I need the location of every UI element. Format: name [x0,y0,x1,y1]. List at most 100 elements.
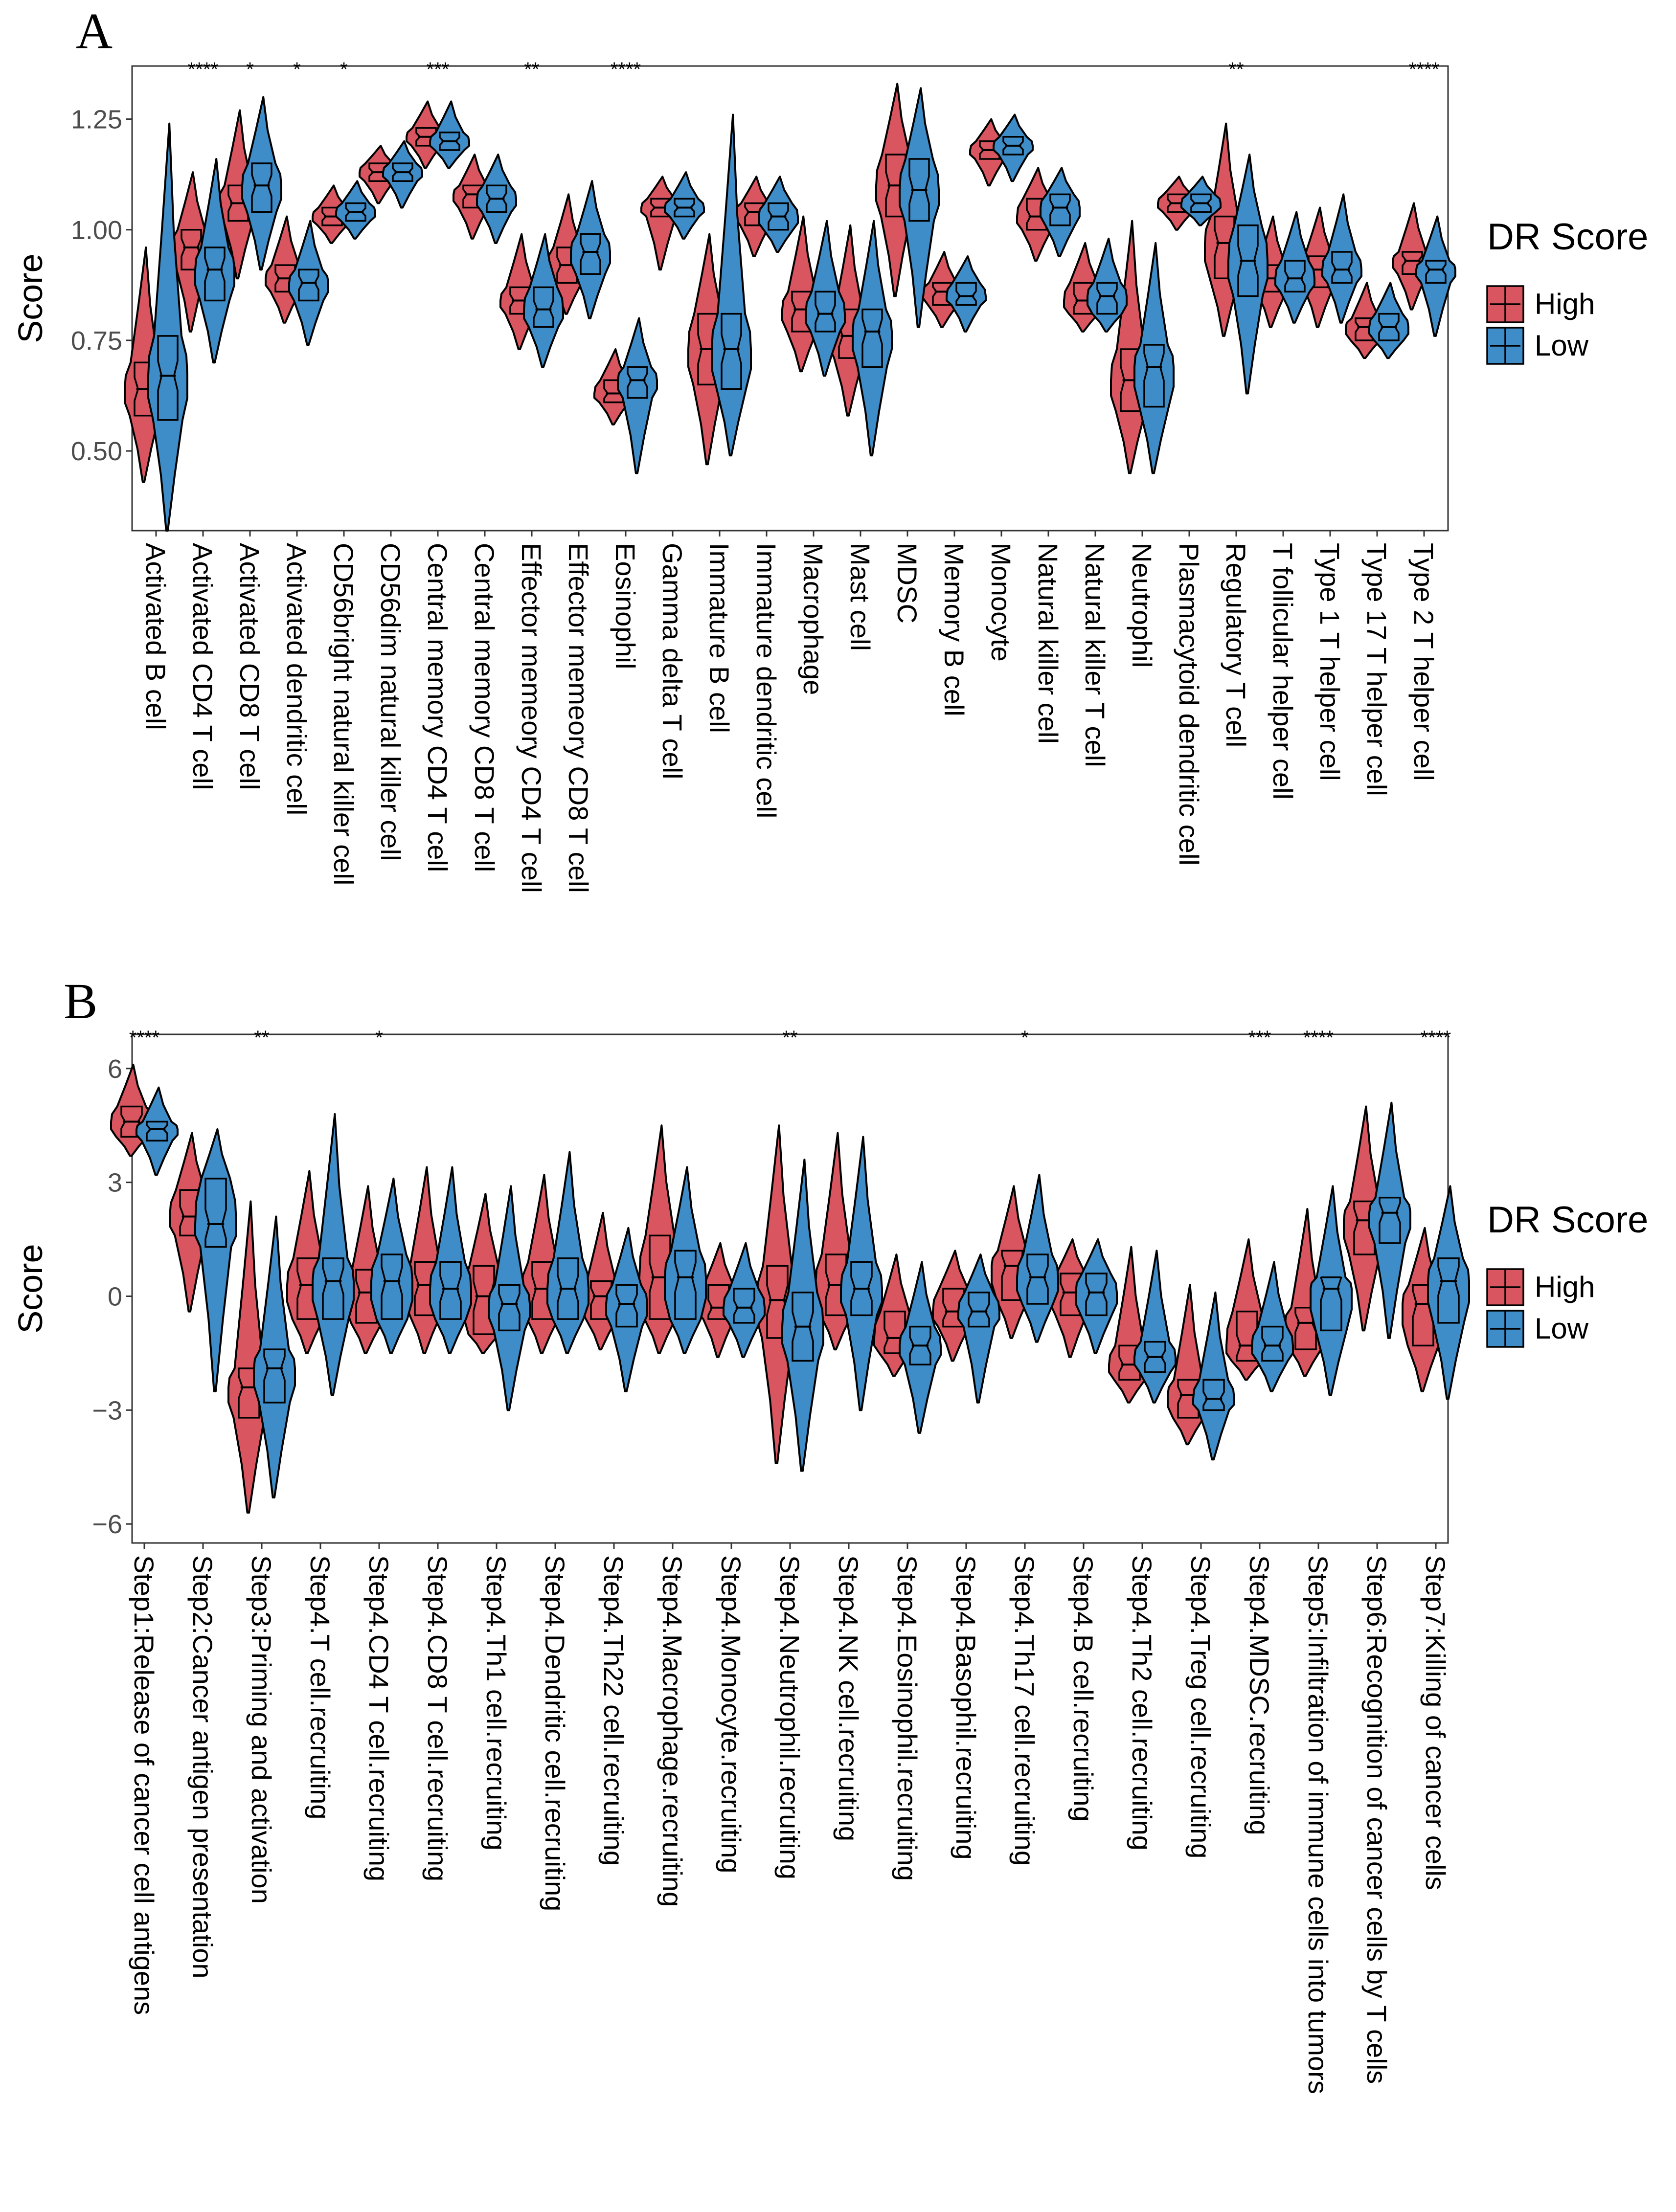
x-tick-label-cd56bright-natural-killer-cell: CD56bright natural killer cell [328,543,359,885]
y-tick-label-a: 1.00 [71,216,122,245]
significance-label: ** [524,59,539,80]
notched-box [322,1257,344,1320]
violin-low-step4-th2-cell-recruiting [1133,1250,1177,1404]
violin-shape [147,122,188,532]
x-tick-label-step2-cancer-antigen-presentation: Step2:Cancer antigen presentation [187,1555,218,1978]
notched-box [298,268,319,302]
x-tick-label-step4-cd8-t-cell-recruiting: Step4.CD8 T cell.recruiting [422,1555,453,1881]
violin-low-gamma-delta-t-cell [664,171,705,240]
notched-box [204,246,226,302]
violin-low-cd56dim-natural-killer-cell [382,140,423,209]
notched-box [1085,1273,1108,1317]
x-tick-label-step4-monocyte-recruiting: Step4.Monocyte.recruiting [716,1555,747,1874]
violin-shape [957,1253,1000,1404]
violin-low-step4-cd4-t-cell-recruiting [370,1177,413,1354]
violin-low-monocyte [993,113,1034,182]
x-tick-label-macrophage: Macrophage [798,543,829,695]
x-tick-label-step4-th2-cell-recruiting: Step4.Th2 cell.recruiting [1127,1555,1157,1851]
x-tick-label-step4-dendritic-cell-recruiting: Step4.Dendritic cell.recruiting [540,1555,570,1911]
notched-box [627,366,648,399]
violin-low-central-memory-cd8-t-cell [476,154,517,244]
y-tick-label-a: 0.50 [71,437,122,466]
notched-box [263,1348,286,1404]
notched-box [1284,260,1306,293]
notched-box [674,1250,697,1320]
violin-low-memory-b-cell [946,255,987,333]
y-tick-label-a: 0.75 [71,326,122,356]
violin-low-step4-cd8-t-cell-recruiting [429,1166,472,1354]
x-tick-label-activated-cd4-t-cell: Activated CD4 T cell [187,543,218,790]
x-tick-label-mdsc: MDSC [892,543,923,624]
violin-low-eosinophil [617,317,658,474]
x-tick-label-regulatory-t-cell: Regulatory T cell [1221,543,1251,747]
x-tick-label-type-2-t-helper-cell: Type 2 T helper cell [1408,543,1439,781]
violin-low-macrophage [805,220,846,377]
notched-box [1379,1196,1401,1244]
x-tick-label-central-memory-cd8-t-cell: Central memory CD8 T cell [469,543,500,872]
panel-b-letter: B [64,973,97,1029]
violin-low-cd56bright-natural-killer-cell [335,180,376,240]
significance-label: **** [1409,59,1439,80]
y-tick-label-a: 1.25 [71,105,122,134]
x-tick-label-activated-dendritic-cell: Activated dendritic cell [281,543,312,815]
notched-box [498,1284,521,1332]
violin-low-step4-monocyte-recruiting [723,1242,766,1358]
x-tick-label-effector-memeory-cd4-t-cell: Effector memeory CD4 T cell [516,543,547,893]
violin-high-natural-killer-cell [1016,167,1057,262]
notched-box [1026,1253,1049,1305]
notched-box [733,1288,755,1324]
y-axis-label-b: Score [11,1244,49,1334]
x-tick-label-activated-cd8-t-cell: Activated CD8 T cell [234,543,265,790]
x-tick-label-eosinophil: Eosinophil [610,543,641,669]
notched-box [1143,344,1165,408]
x-tick-label-step4-eosinophil-recruiting: Step4.Eosinophil.recruiting [892,1555,923,1881]
notched-box [1425,260,1447,284]
violin-low-step4-th22-cell-recruiting [605,1227,648,1392]
violin-low-step4-neutrophil-recruiting [781,1159,824,1472]
x-tick-label-natural-killer-t-cell: Natural killer T cell [1080,543,1110,767]
notched-box [204,1178,227,1248]
violin-low-step4-mdsc-recruiting [1251,1261,1294,1392]
x-tick-label-step7-killing-of-cancer-cells: Step7:Killing of cancer cells [1420,1555,1451,1890]
notched-box [721,313,742,390]
significance-label: *** [1248,1027,1271,1049]
x-tick-label-step3-priming-and-activation: Step3:Priming and activation [246,1555,277,1904]
x-tick-label-step4-b-cell-recruiting: Step4.B cell.recruiting [1068,1555,1099,1822]
violin-shape [1192,1291,1235,1461]
violin-low-neutrophil [1133,242,1175,474]
x-tick-label-immature-b-cell: Immature B cell [704,543,735,733]
x-tick-label-step1-release-of-cancer-cell-antigens: Step1:Release of cancer cell antigens [129,1555,159,2015]
violin-low-effector-memeory-cd4-t-cell [523,233,564,368]
x-tick-label-step4-treg-cell-recruiting: Step4.Treg cell.recruiting [1185,1555,1216,1858]
notched-box [815,290,836,333]
violin-low-activated-cd8-t-cell [241,96,282,271]
y-tick-label-b: 0 [108,1282,122,1312]
y-tick-label-b: 6 [108,1054,122,1084]
violin-low-step4-basophil-recruiting [957,1253,1000,1404]
x-tick-label-step4-nk-cell-recruiting: Step4.NK cell.recruiting [833,1555,864,1841]
notched-box [381,1253,403,1320]
significance-label: * [340,59,348,80]
violin-low-mast-cell [852,220,893,457]
y-axis-label-a: Score [11,254,49,343]
x-tick-label-natural-killer-cell: Natural killer cell [1033,543,1064,744]
x-tick-label-type-1-t-helper-cell: Type 1 T helper cell [1314,543,1345,781]
x-tick-label-step4-basophil-recruiting: Step4.Basophil.recruiting [951,1555,981,1860]
violin-low-immature-b-cell [711,113,752,457]
significance-label: * [293,59,301,80]
significance-label: ** [254,1027,269,1049]
notched-box [251,162,272,213]
violin-low-step4-th1-cell-recruiting [488,1185,531,1411]
notched-box [580,233,601,275]
x-tick-label-step4-neutrophil-recruiting: Step4.Neutrophil.recruiting [774,1555,805,1879]
significance-label: *** [427,59,450,80]
violin-low-mdsc [899,87,940,328]
violin-low-step3-priming-and-activation [253,1215,296,1498]
violin-low-type-1-t-helper-cell [1321,193,1362,324]
notched-box [1320,1276,1342,1332]
significance-label: ** [782,1027,797,1049]
notched-box [439,1261,462,1320]
x-tick-label-cd56dim-natural-killer-cell: CD56dim natural killer cell [375,543,406,861]
violin-low-step5-infiltration-of-immune-cells-into-tumors [1310,1185,1353,1396]
